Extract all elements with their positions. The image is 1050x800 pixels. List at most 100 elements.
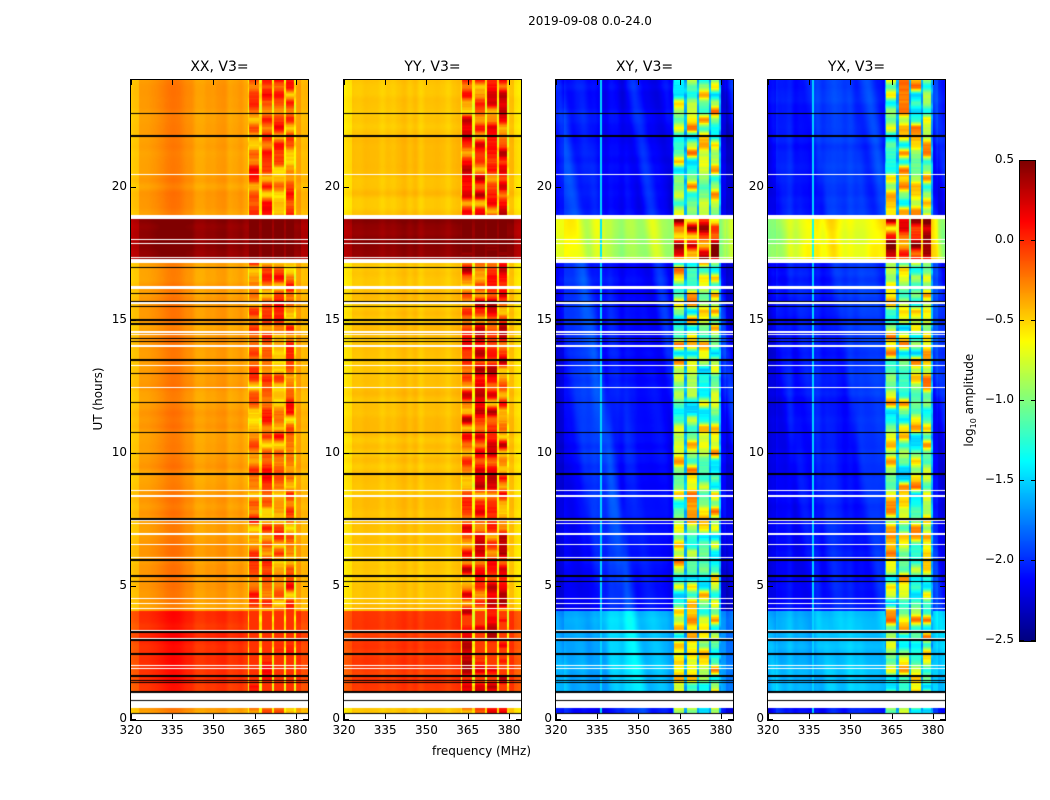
y-tick-mark — [768, 585, 773, 587]
y-tick-mark — [556, 719, 561, 720]
colorbar-tick-label: 0.5 — [994, 152, 1014, 166]
colorbar-tick-mark — [1020, 400, 1024, 401]
y-tick-mark — [344, 186, 349, 188]
x-tick-mark — [426, 714, 428, 719]
y-tick-mark — [303, 719, 308, 720]
x-tick-label: 350 — [415, 723, 438, 737]
panel-title: XY, V3= — [615, 59, 674, 75]
x-tick-mark — [720, 80, 722, 85]
x-tick-mark — [426, 80, 428, 85]
heatmap-panel — [343, 79, 522, 721]
colorbar-tick-mark — [1031, 160, 1035, 161]
x-tick-mark — [344, 714, 345, 719]
heatmap-canvas — [131, 80, 308, 720]
x-tick-label: 365 — [668, 723, 692, 737]
colorbar-label-sub: 10 — [969, 418, 979, 429]
y-tick-mark — [131, 452, 136, 454]
y-tick-mark — [556, 319, 561, 321]
colorbar-tick-mark — [1031, 640, 1035, 641]
y-tick-label: 5 — [119, 577, 127, 592]
x-tick-mark — [638, 80, 640, 85]
y-tick-mark — [768, 452, 773, 454]
x-tick-label: 335 — [160, 723, 184, 737]
y-tick-mark — [516, 719, 521, 720]
y-tick-mark — [131, 719, 136, 720]
x-tick-label: 365 — [880, 723, 904, 737]
x-tick-mark — [172, 714, 174, 719]
panel-title: XX, V3= — [190, 59, 249, 75]
x-tick-mark — [385, 714, 387, 719]
y-tick-mark — [940, 186, 945, 188]
x-tick-mark — [768, 714, 769, 719]
colorbar-tick-label: 0.0 — [994, 232, 1014, 246]
y-tick-label: 0 — [119, 711, 127, 725]
y-tick-mark — [131, 585, 136, 587]
y-tick-mark — [940, 585, 945, 587]
x-tick-mark — [556, 80, 557, 85]
y-axis-label: UT (hours) — [91, 367, 105, 431]
y-tick-mark — [768, 319, 773, 321]
colorbar-tick-label: −2.5 — [984, 632, 1014, 646]
y-tick-mark — [344, 585, 349, 587]
y-tick-mark — [940, 719, 945, 720]
x-tick-mark — [467, 80, 469, 85]
y-tick-mark — [728, 452, 733, 454]
x-tick-mark — [508, 80, 510, 85]
y-tick-label: 0 — [332, 711, 340, 725]
colorbar-tick-mark — [1020, 640, 1024, 641]
x-tick-mark — [344, 80, 345, 85]
y-tick-mark — [131, 319, 136, 321]
x-tick-mark — [720, 714, 722, 719]
y-tick-mark — [556, 452, 561, 454]
y-tick-label: 20 — [748, 178, 764, 193]
heatmap-panel — [555, 79, 734, 721]
x-tick-label: 320 — [756, 723, 780, 737]
x-tick-mark — [932, 80, 934, 85]
x-tick-label: 320 — [544, 723, 568, 737]
x-tick-mark — [809, 714, 811, 719]
x-axis-label: frequency (MHz) — [432, 744, 532, 758]
y-tick-label: 20 — [536, 178, 552, 193]
colorbar-label-prefix: log — [961, 428, 976, 447]
colorbar-tick-label: −0.5 — [984, 312, 1014, 326]
x-tick-mark — [679, 80, 681, 85]
x-tick-label: 380 — [284, 723, 308, 737]
y-tick-label: 15 — [536, 311, 552, 326]
y-tick-label: 5 — [756, 577, 764, 592]
y-tick-label: 20 — [111, 178, 127, 193]
colorbar-tick-mark — [1031, 320, 1035, 321]
heatmap-panel — [130, 79, 309, 721]
panel-title: YY, V3= — [404, 59, 461, 75]
x-tick-mark — [295, 80, 297, 85]
x-tick-mark — [508, 714, 510, 719]
y-tick-mark — [303, 452, 308, 454]
x-tick-mark — [638, 714, 640, 719]
x-tick-mark — [597, 80, 599, 85]
panel-title: YX, V3= — [827, 59, 886, 75]
y-tick-mark — [131, 186, 136, 188]
y-tick-mark — [768, 186, 773, 188]
heatmap-panel — [767, 79, 946, 721]
colorbar-tick-label: −1.5 — [984, 472, 1014, 486]
colorbar-label-suffix: amplitude — [961, 353, 976, 419]
colorbar-tick-mark — [1031, 560, 1035, 561]
x-tick-mark — [213, 80, 215, 85]
x-tick-mark — [597, 714, 599, 719]
x-tick-mark — [768, 80, 769, 85]
y-tick-mark — [344, 452, 349, 454]
y-tick-mark — [516, 186, 521, 188]
x-tick-mark — [932, 714, 934, 719]
y-tick-mark — [556, 186, 561, 188]
x-tick-label: 335 — [373, 723, 397, 737]
heatmap-canvas — [344, 80, 521, 720]
x-tick-mark — [295, 714, 297, 719]
y-tick-label: 10 — [324, 444, 340, 459]
x-tick-mark — [556, 714, 557, 719]
x-tick-label: 365 — [243, 723, 267, 737]
x-tick-label: 380 — [497, 723, 521, 737]
x-tick-mark — [213, 714, 215, 719]
y-tick-mark — [556, 585, 561, 587]
x-tick-label: 380 — [921, 723, 945, 737]
x-tick-mark — [850, 80, 852, 85]
colorbar-tick-mark — [1020, 560, 1024, 561]
